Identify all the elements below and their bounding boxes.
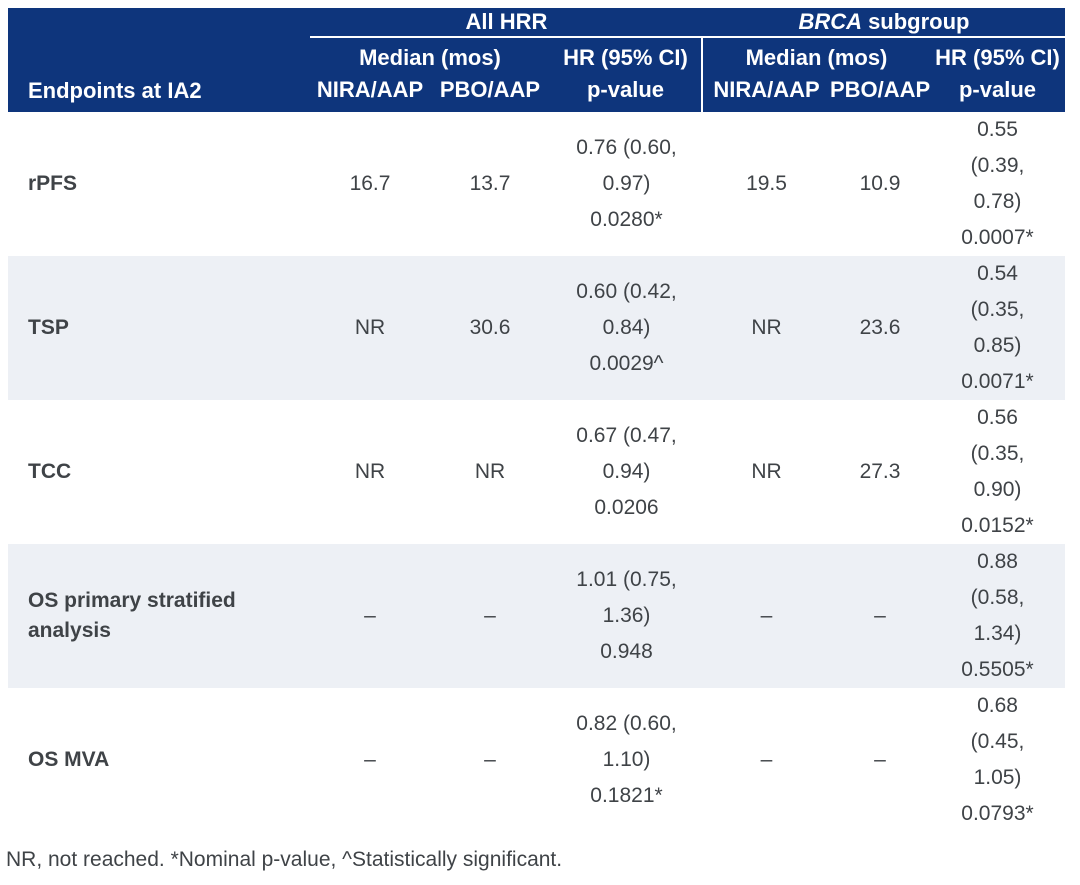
pvalue-label-brca: p-value <box>958 77 1037 102</box>
brca-pbo-value: 23.6 <box>859 316 901 339</box>
brca-pbo-value: – <box>874 748 886 771</box>
all-hr-pvalue: 1.01 (0.75, 1.36) 0.948 <box>576 568 677 663</box>
brca-nira-value: – <box>760 604 773 627</box>
table-header: All HRR BRCA subgroup Endpoints at IA2 M… <box>8 8 1065 112</box>
corner-blank <box>8 8 310 38</box>
brca-hr-pvalue: 0.54 (0.35, 0.85) 0.0071* <box>961 262 1034 393</box>
all-pbo-value: 13.7 <box>469 172 511 195</box>
brca-nira-value: NR <box>751 460 782 483</box>
all-hr-pvalue: 0.82 (0.60, 1.10) 0.1821* <box>576 712 677 807</box>
sub-header-row: Endpoints at IA2 Median (mos) NIRA/AAP P… <box>8 38 1065 112</box>
hr-ci-label-all: HR (95% CI) <box>563 45 688 70</box>
table-row-tcc: TCC NR NR 0.67 (0.47, 0.94) 0.0206 NR 27… <box>8 400 1065 544</box>
arm-labels-brca: NIRA/AAP PBO/AAP <box>703 74 930 106</box>
median-header-brca: Median (mos) NIRA/AAP PBO/AAP <box>703 38 930 112</box>
group-header-all-hrr: All HRR <box>310 8 703 38</box>
subgroup-label: subgroup <box>868 9 970 34</box>
table-row-rpfs: rPFS 16.7 13.7 0.76 (0.60, 0.97) 0.0280*… <box>8 112 1065 256</box>
brca-nira-value: – <box>760 748 773 771</box>
brca-pbo-value: 10.9 <box>859 172 901 195</box>
all-pbo-value: – <box>484 604 496 627</box>
brca-hr-pvalue: 0.88 (0.58, 1.34) 0.5505* <box>961 550 1034 681</box>
all-hr-pvalue: 0.60 (0.42, 0.84) 0.0029^ <box>576 280 677 375</box>
endpoint-label: rPFS <box>28 172 78 195</box>
endpoint-label: OS MVA <box>28 748 110 771</box>
hr-ci-label-brca: HR (95% CI) <box>935 45 1060 70</box>
group-header-row: All HRR BRCA subgroup <box>8 8 1065 38</box>
brca-pbo-value: – <box>874 604 886 627</box>
hr-header-brca: HR (95% CI) p-value <box>930 38 1065 112</box>
median-label-all: Median (mos) <box>359 45 501 70</box>
all-pbo-value: 30.6 <box>469 316 511 339</box>
pvalue-label-all: p-value <box>586 77 665 102</box>
all-hr-pvalue: 0.67 (0.47, 0.94) 0.0206 <box>576 424 677 519</box>
all-nira-value: – <box>364 748 376 771</box>
pbo-aap-header-brca: PBO/AAP <box>830 77 931 102</box>
brca-hr-pvalue: 0.55 (0.39, 0.78) 0.0007* <box>961 118 1034 249</box>
brca-pbo-value: 27.3 <box>859 460 901 483</box>
pbo-aap-header-all: PBO/AAP <box>439 77 541 102</box>
hr-header-all: HR (95% CI) p-value <box>550 38 703 112</box>
brca-hr-pvalue: 0.56 (0.35, 0.90) 0.0152* <box>961 406 1034 537</box>
all-nira-value: 16.7 <box>349 172 391 195</box>
nira-aap-header-all: NIRA/AAP <box>316 77 424 102</box>
all-nira-value: NR <box>354 460 386 483</box>
table-row-os-primary: OS primary stratified analysis – – 1.01 … <box>8 544 1065 688</box>
footnote: NR, not reached. *Nominal p-value, ^Stat… <box>6 848 563 871</box>
all-pbo-value: NR <box>474 460 506 483</box>
corner-header-endpoints: Endpoints at IA2 <box>28 78 202 103</box>
brca-italic-label: BRCA <box>798 9 863 34</box>
table-row-tsp: TSP NR 30.6 0.60 (0.42, 0.84) 0.0029^ NR… <box>8 256 1065 400</box>
all-hr-pvalue: 0.76 (0.60, 0.97) 0.0280* <box>576 136 677 231</box>
brca-nira-value: 19.5 <box>746 172 787 195</box>
endpoint-label: TSP <box>28 316 69 339</box>
all-nira-value: – <box>364 604 376 627</box>
brca-nira-value: NR <box>751 316 782 339</box>
all-nira-value: NR <box>354 316 386 339</box>
endpoint-label: OS primary stratified analysis <box>28 589 236 642</box>
median-header-all: Median (mos) NIRA/AAP PBO/AAP <box>310 38 550 112</box>
endpoint-label: TCC <box>28 460 72 483</box>
all-pbo-value: – <box>484 748 496 771</box>
median-label-brca: Median (mos) <box>745 45 888 70</box>
results-table: All HRR BRCA subgroup Endpoints at IA2 M… <box>8 8 1065 832</box>
nira-aap-header-brca: NIRA/AAP <box>713 77 820 102</box>
brca-hr-pvalue: 0.68 (0.45, 1.05) 0.0793* <box>961 694 1034 825</box>
arm-labels-all: NIRA/AAP PBO/AAP <box>310 74 550 106</box>
group-header-brca-subgroup: BRCA subgroup <box>703 8 1065 38</box>
table-row-os-mva: OS MVA – – 0.82 (0.60, 1.10) 0.1821* – –… <box>8 688 1065 832</box>
